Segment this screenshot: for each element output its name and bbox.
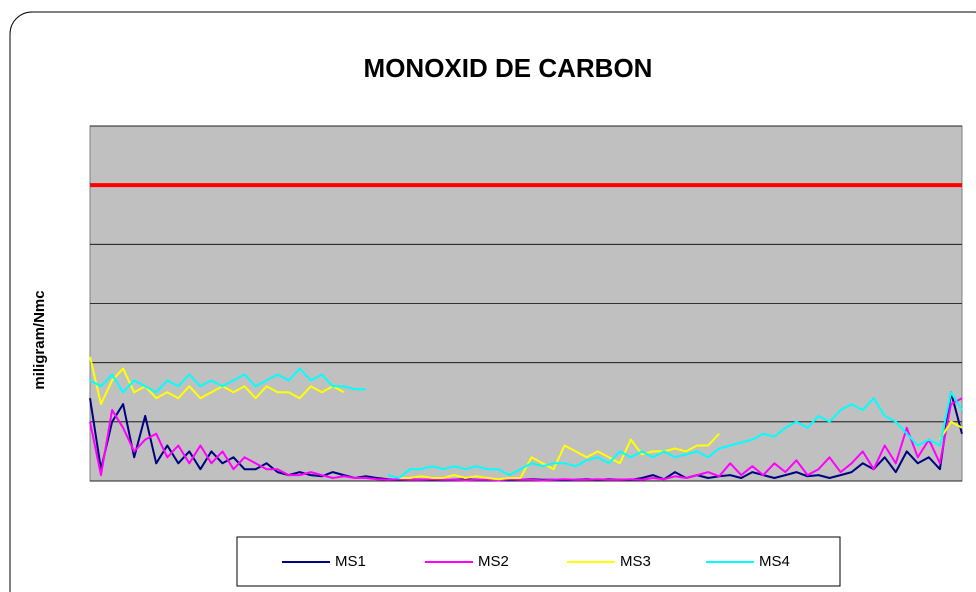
series-line (89, 356, 963, 481)
y-axis-label: miligram/Nmc (31, 290, 48, 389)
series-line (89, 397, 963, 482)
legend-label: MS4 (759, 553, 790, 570)
series-line (89, 367, 963, 479)
legend-label: MS1 (335, 553, 366, 570)
legend-label: MS2 (478, 553, 509, 570)
chart-title: MONOXID DE CARBON (364, 53, 653, 83)
legend-label: MS3 (620, 553, 651, 570)
